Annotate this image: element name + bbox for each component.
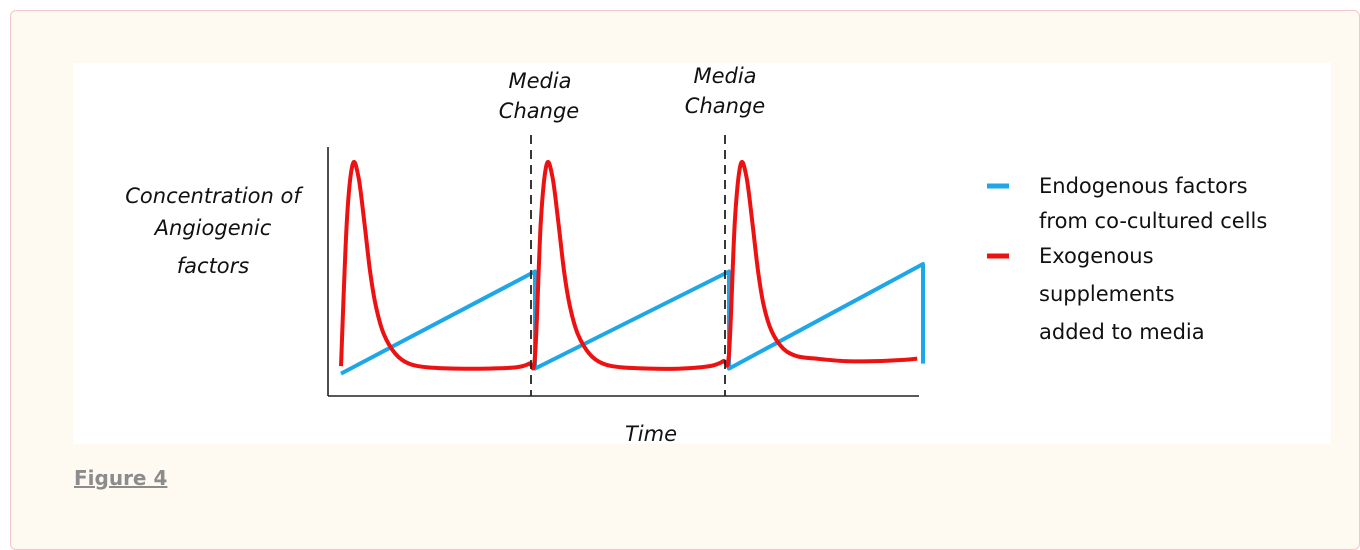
x-axis-label: Time (625, 422, 677, 444)
media-change-1-line-2: Change (499, 99, 579, 123)
chart: Concentration of Angiogenic factors Time… (125, 64, 1267, 444)
y-axis-label-line-1: Concentration of (125, 184, 304, 208)
legend-endogenous-line-2: from co-cultured cells (1039, 209, 1267, 233)
legend-endogenous-line-1: Endogenous factors (1039, 174, 1248, 198)
media-change-2-line-1: Media (693, 64, 756, 88)
plot-lines (339, 159, 925, 376)
figure-4-link[interactable]: Figure 4 (74, 466, 168, 490)
media-change-1-line-1: Media (508, 69, 571, 93)
y-axis-label-line-2: Angiogenic (153, 216, 272, 240)
series-line-endogenous (340, 262, 925, 376)
figure-card: Concentration of Angiogenic factors Time… (10, 10, 1360, 550)
figure-image: Concentration of Angiogenic factors Time… (73, 63, 1331, 444)
legend-exogenous-line-1: Exogenous (1039, 244, 1154, 268)
media-change-lines (530, 135, 726, 396)
legend-exogenous-line-3: added to media (1039, 320, 1205, 344)
series-line-exogenous (339, 159, 918, 371)
legend-exogenous-line-2: supplements (1039, 282, 1175, 306)
media-change-2-line-2: Change (685, 94, 765, 118)
y-axis-label-line-3: factors (177, 254, 250, 278)
